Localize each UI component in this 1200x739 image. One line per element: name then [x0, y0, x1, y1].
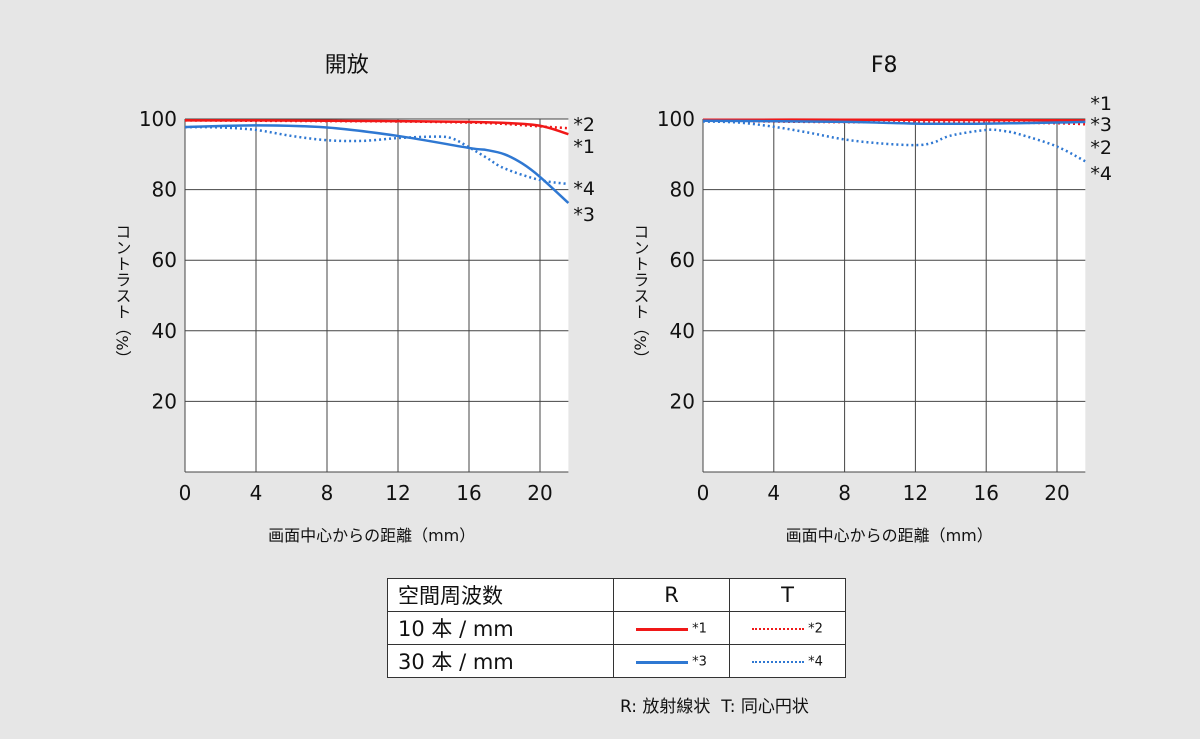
x-tick-label: 8 — [838, 481, 851, 505]
x-tick-label: 0 — [697, 481, 710, 505]
series-line-s1 — [184, 119, 569, 136]
series-line-s3 — [184, 124, 570, 204]
red-dotted-swatch — [752, 628, 805, 630]
x-axis-label: 画面中心からの距離（mm） — [786, 526, 993, 545]
legend-swatch-r: *1 — [613, 611, 730, 645]
legend-header-row: 空間周波数 R T — [387, 578, 846, 612]
legend-mark: *4 — [808, 654, 823, 670]
curve-end-label: *4 — [1090, 163, 1112, 185]
y-axis-label: コントラスト（%） — [631, 223, 650, 366]
y-tick-label: 80 — [152, 178, 177, 202]
series-line-s4 — [702, 120, 1086, 163]
curve-end-label: *2 — [573, 114, 595, 136]
y-tick-label: 40 — [152, 319, 177, 343]
legend-mark: *1 — [692, 621, 707, 637]
curve-end-label: *1 — [573, 136, 595, 158]
x-axis-label: 画面中心からの距離（mm） — [268, 526, 475, 545]
y-axis-label: コントラスト（%） — [113, 223, 132, 366]
chart-title: F8 — [871, 53, 898, 78]
x-tick-label: 4 — [767, 481, 780, 505]
blue-solid-swatch — [636, 660, 689, 664]
x-tick-label: 20 — [527, 481, 552, 505]
chart-panel-1: 20 40 60 80 100 0 4 8 12 16 20 F8 画面中心からの距離（mm） コントラス… — [631, 53, 1112, 545]
plot-area — [703, 119, 1086, 472]
x-tick-label: 12 — [903, 481, 928, 505]
y-tick-label: 100 — [139, 107, 177, 131]
legend-row-10: 10 本 / mm *1 *2 — [387, 611, 846, 645]
legend-header-t: T — [729, 578, 846, 612]
legend-swatch-t: *4 — [729, 644, 846, 678]
curve-end-label: *3 — [573, 204, 595, 226]
curve-end-label: *4 — [573, 178, 595, 200]
plot-area — [185, 119, 569, 472]
legend-swatch-t: *2 — [729, 611, 846, 645]
legend-swatch-r: *3 — [613, 644, 730, 678]
x-tick-label: 4 — [250, 481, 263, 505]
red-solid-swatch — [636, 627, 689, 631]
x-tick-label: 20 — [1044, 481, 1069, 505]
series-line-s3 — [702, 119, 1086, 126]
y-tick-label: 20 — [152, 389, 177, 413]
y-tick-label: 60 — [152, 248, 177, 272]
legend-header-r: R — [613, 578, 730, 612]
curve-end-label: *3 — [1090, 114, 1112, 136]
blue-dotted-swatch — [752, 661, 805, 663]
series-line-s1 — [702, 118, 1086, 122]
legend-row-label: 10 本 / mm — [387, 611, 614, 645]
x-tick-label: 16 — [456, 481, 481, 505]
legend-row-30: 30 本 / mm *3 *4 — [387, 644, 846, 678]
x-tick-label: 0 — [179, 481, 192, 505]
series-line-s4 — [184, 125, 569, 186]
legend-header-frequency: 空間周波数 — [387, 578, 614, 612]
x-tick-label: 12 — [385, 481, 410, 505]
x-tick-label: 16 — [973, 481, 998, 505]
x-tick-label: 8 — [321, 481, 334, 505]
curve-end-label: *1 — [1090, 93, 1112, 115]
y-tick-label: 60 — [670, 248, 695, 272]
y-tick-label: 20 — [670, 389, 695, 413]
y-tick-label: 100 — [657, 107, 695, 131]
curve-end-label: *2 — [1090, 137, 1112, 159]
legend-row-label: 30 本 / mm — [387, 644, 614, 678]
chart-title: 開放 — [325, 53, 369, 78]
legend-table: 空間周波数 R T 10 本 / mm *1 *2 30 本 / mm *3 *… — [387, 578, 846, 678]
y-tick-label: 80 — [670, 178, 695, 202]
y-tick-label: 40 — [670, 319, 695, 343]
legend-note: R: 放射線状 T: 同心円状 — [620, 697, 809, 717]
legend-mark: *2 — [808, 621, 823, 637]
legend-mark: *3 — [692, 654, 707, 670]
